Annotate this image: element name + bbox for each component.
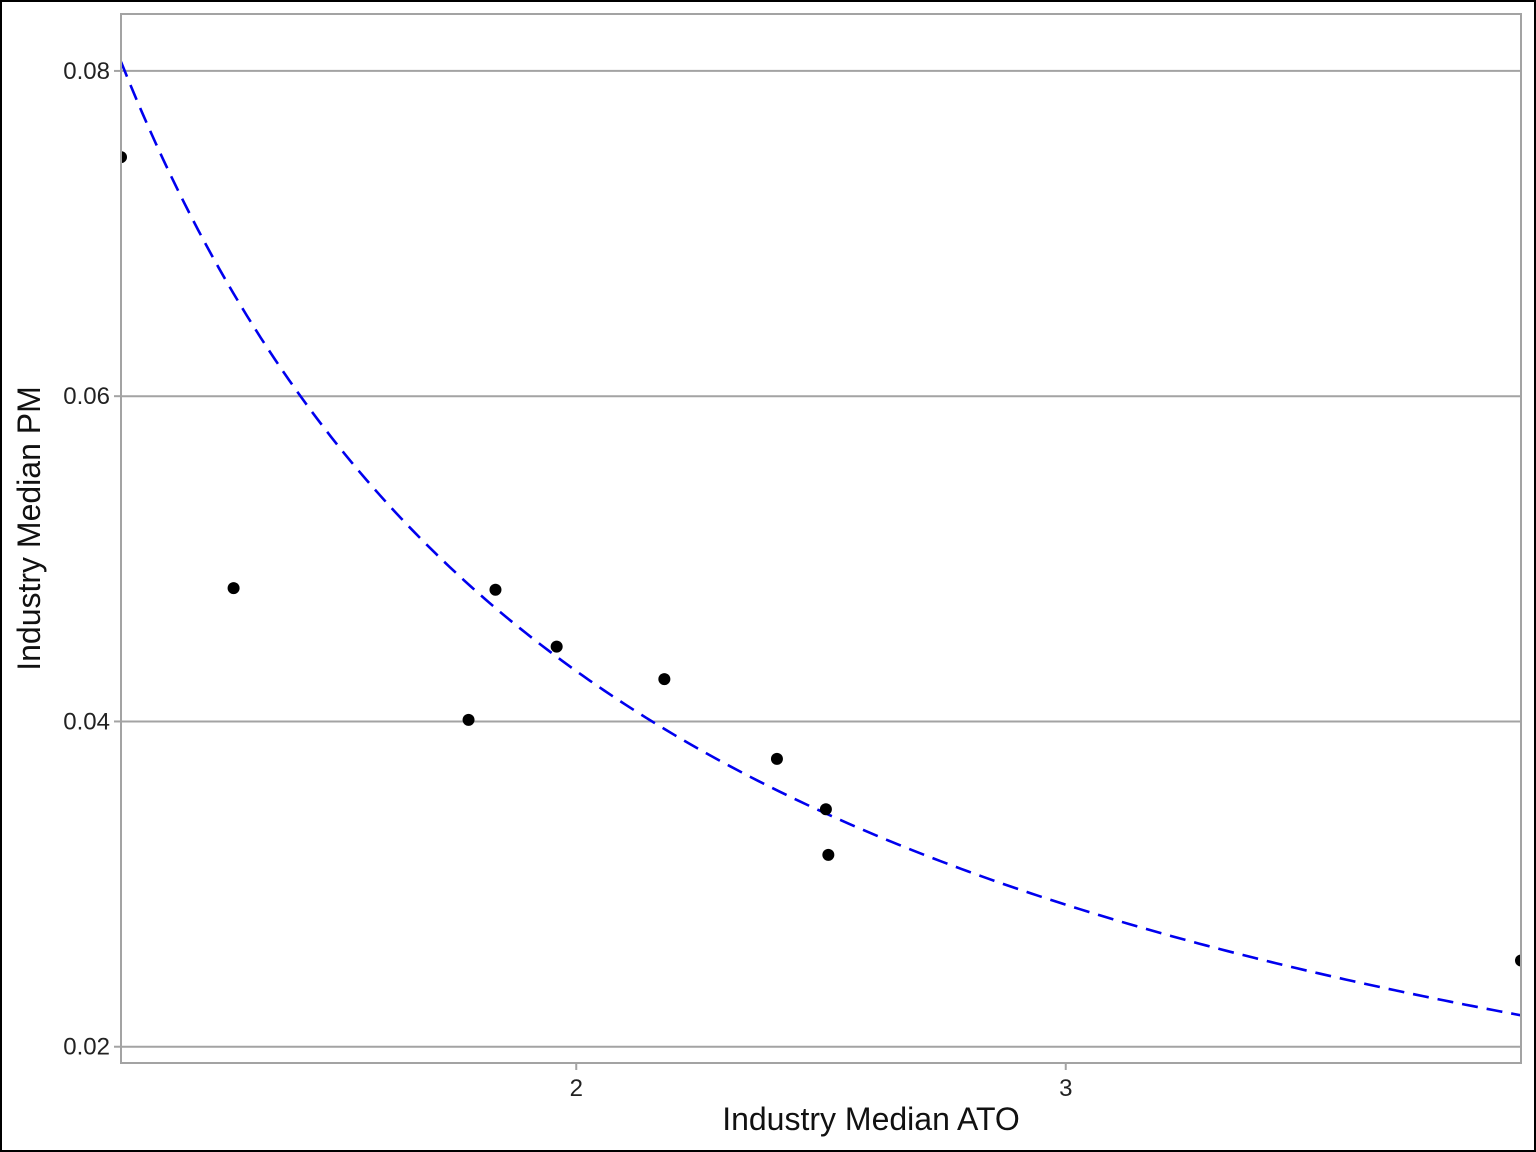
plot-panel-border	[120, 13, 1522, 1064]
x-tick-label: 2	[570, 1075, 583, 1102]
data-point	[121, 151, 127, 164]
data-point	[550, 640, 563, 653]
data-point	[227, 582, 240, 595]
data-point	[1515, 954, 1521, 967]
data-points	[121, 151, 1521, 967]
data-point	[489, 583, 502, 596]
x-axis-title: Industry Median ATO	[722, 1101, 1020, 1137]
data-point	[770, 752, 783, 765]
y-tick-label: 0.04	[63, 708, 110, 735]
data-point	[462, 713, 475, 726]
y-tick-label: 0.02	[63, 1034, 110, 1061]
x-tick-label: 3	[1059, 1075, 1072, 1102]
fit-curve-layer	[121, 61, 1521, 1017]
grid-lines	[121, 69, 1521, 1048]
data-point	[819, 803, 832, 816]
y-axis-title: Industry Median PM	[11, 386, 47, 671]
y-axis: 0.02 0.04 0.06 0.08	[63, 58, 121, 1061]
data-point	[658, 673, 671, 686]
data-point	[822, 848, 835, 861]
y-tick-label: 0.08	[63, 58, 110, 85]
y-tick-label: 0.06	[63, 383, 110, 410]
fit-curve-line	[121, 61, 1521, 1017]
